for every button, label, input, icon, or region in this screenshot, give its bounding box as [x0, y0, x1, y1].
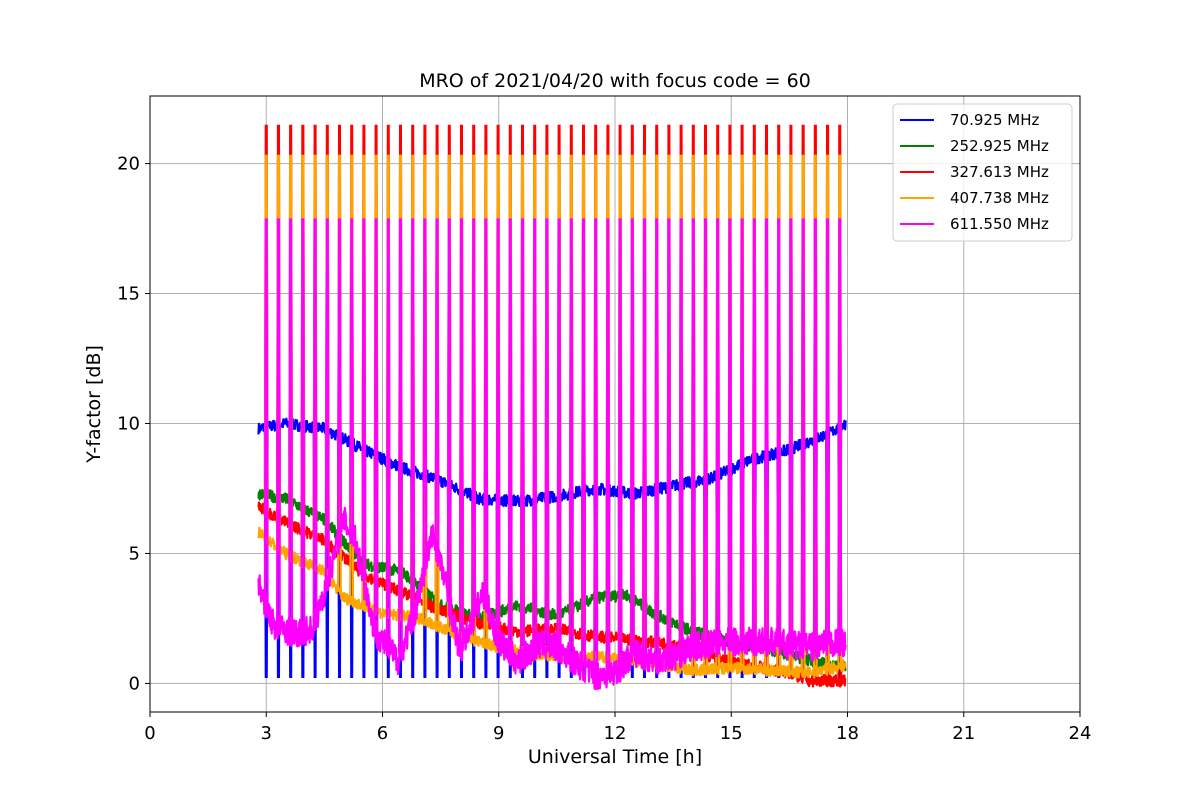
series-5 — [257, 218, 847, 691]
y-tick-label: 10 — [117, 413, 140, 434]
x-tick-label: 6 — [377, 723, 388, 744]
calibration-spikes — [263, 154, 843, 673]
plot-area — [257, 124, 847, 691]
x-tick-label: 12 — [604, 723, 627, 744]
legend-label: 327.613 MHz — [950, 163, 1049, 181]
chart-title: MRO of 2021/04/20 with focus code = 60 — [419, 70, 811, 92]
y-tick-label: 5 — [129, 543, 140, 564]
series-1 — [257, 417, 847, 678]
series-line — [257, 417, 847, 508]
y-tick-label: 15 — [117, 284, 140, 305]
legend: 70.925 MHz 252.925 MHz 327.613 MHz 407.738 … — [892, 103, 1073, 242]
legend-label: 611.550 MHz — [950, 215, 1049, 233]
x-axis-label: Universal Time [h] — [528, 746, 702, 768]
legend-label: 407.738 MHz — [950, 189, 1049, 207]
x-tick-label: 3 — [261, 723, 272, 744]
x-tick-label: 15 — [720, 723, 743, 744]
x-tick-label: 18 — [836, 723, 859, 744]
legend-label: 70.925 MHz — [950, 111, 1039, 129]
calibration-spikes — [263, 218, 843, 676]
x-tick-label: 24 — [1069, 723, 1092, 744]
calibration-spikes — [263, 124, 843, 681]
legend-label: 252.925 MHz — [950, 137, 1049, 155]
x-axis: 0 3 6 9 12 15 18 21 24 — [144, 712, 1091, 744]
x-tick-label: 21 — [952, 723, 975, 744]
legend-box — [892, 103, 1073, 242]
y-tick-label: 0 — [129, 673, 140, 694]
y-tick-label: 20 — [117, 154, 140, 175]
y-axis-label: Y-factor [dB] — [83, 345, 105, 464]
x-tick-label: 9 — [493, 723, 504, 744]
series-line — [257, 506, 847, 691]
y-axis: 0 5 10 15 20 — [117, 154, 150, 694]
x-tick-label: 0 — [144, 723, 155, 744]
